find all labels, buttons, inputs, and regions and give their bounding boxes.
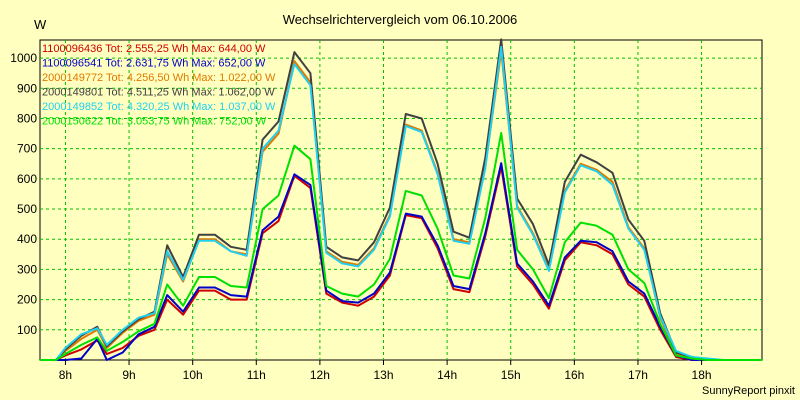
y-axis-ticks: 100 200 300 400 500 600 700 800 900 1000 [10,51,37,337]
y-axis-unit: W [34,17,47,32]
y-tick-label: 500 [17,202,37,216]
series-line-1100096541 [40,162,762,361]
x-tick-label: 12h [310,368,330,382]
y-tick-label: 1000 [10,51,37,65]
y-tick-label: 400 [17,232,37,246]
series-line-1100096436 [40,165,762,361]
x-tick-label: 8h [59,368,72,382]
x-tick-label: 15h [501,368,521,382]
x-tick-label: 9h [122,368,135,382]
y-tick-label: 700 [17,142,37,156]
x-tick-label: 13h [373,368,393,382]
y-tick-label: 900 [17,81,37,95]
series-lines [40,38,762,361]
series-line-2000150622 [40,132,762,361]
series-line-2000149852 [40,45,762,361]
y-tick-label: 100 [17,323,37,337]
y-tick-label: 800 [17,111,37,125]
x-tick-label: 11h [247,368,266,382]
x-tick-label: 18h [692,368,712,382]
x-tick-label: 14h [437,368,457,382]
x-tick-label: 16h [564,368,584,382]
legend: 1100096436 Tot: 2.555,25 Wh Max: 644,00 … [42,43,276,128]
chart-title: Wechselrichtervergleich vom 06.10.2006 [283,12,518,27]
legend-entry-2000149852: 2000149852 Tot: 4.320,25 Wh Max: 1.037,0… [42,101,276,113]
x-tick-label: 17h [628,368,648,382]
y-tick-label: 300 [17,262,37,276]
x-axis-ticks: 8h 9h 10h 11h 12h 13h 14h 15h 16h 17h 18h [59,360,712,382]
legend-entry-2000149801: 2000149801 Tot: 4.511,25 Wh Max: 1.062,0… [42,87,275,99]
legend-entry-2000149772: 2000149772 Tot: 4.256,50 Wh Max: 1.022,0… [42,72,276,84]
x-tick-label: 10h [183,368,203,382]
y-tick-label: 600 [17,172,37,186]
footer-credit: SunnyReport pinxit [702,385,795,397]
legend-entry-1100096541: 1100096541 Tot: 2.631,75 Wh Max: 652,00 … [42,58,266,70]
legend-entry-2000150622: 2000150622 Tot: 3.053,75 Wh Max: 752,00 … [42,116,267,128]
legend-entry-1100096436: 1100096436 Tot: 2.555,25 Wh Max: 644,00 … [42,43,266,55]
y-tick-label: 200 [17,293,37,307]
